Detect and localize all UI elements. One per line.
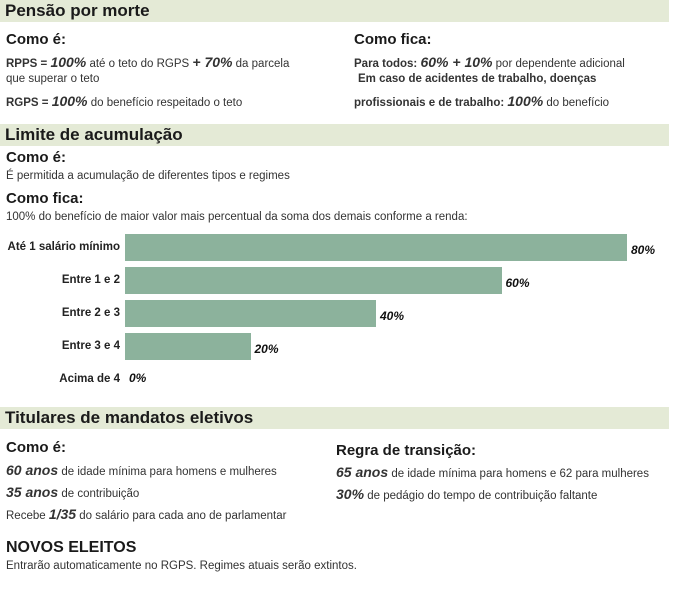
contribuicao-value: 35 anos bbox=[6, 484, 59, 500]
idade-minima-value: 60 anos bbox=[6, 462, 59, 478]
bar-value-label: 60% bbox=[505, 276, 530, 290]
idade-minima-text: de idade mínima para homens e mulheres bbox=[58, 466, 277, 478]
rgps-text: do benefício respeitado o teto bbox=[87, 97, 243, 109]
para-todos-value: 60% + 10% bbox=[420, 54, 493, 70]
bar bbox=[125, 333, 251, 360]
section-title-pensao: Pensão por morte bbox=[5, 1, 150, 20]
contribuicao-text: de contribuição bbox=[58, 488, 140, 500]
bar-value-label: 80% bbox=[631, 243, 656, 257]
novos-eleitos-text: Entrarão automaticamente no RGPS. Regime… bbox=[6, 560, 357, 572]
titulares-como-e-line3: Recebe 1/35 do salário para cada ano de … bbox=[6, 506, 286, 522]
pensao-como-fica-line1: Para todos: 60% + 10% por dependente adi… bbox=[354, 54, 625, 70]
acidentes-text: do benefício bbox=[543, 97, 610, 109]
section-band-pensao: Pensão por morte bbox=[0, 0, 669, 22]
titulares-como-e-line2: 35 anos de contribuição bbox=[6, 484, 139, 500]
pedagio-value: 30% bbox=[336, 486, 365, 502]
pensao-como-e-line3: RGPS = 100% do benefício respeitado o te… bbox=[6, 93, 242, 109]
pensao-como-fica-heading: Como fica: bbox=[354, 31, 432, 48]
salario-text: do salário para cada ano de parlamentar bbox=[76, 510, 287, 522]
limite-como-fica-text: 100% do benefício de maior valor mais pe… bbox=[6, 211, 468, 223]
regra-transicao-line2: 30% de pedágio do tempo de contribuição … bbox=[336, 486, 597, 502]
section-title-titulares: Titulares de mandatos eletivos bbox=[5, 408, 254, 427]
bar-category-label: Entre 2 e 3 bbox=[61, 307, 120, 319]
bar bbox=[125, 267, 502, 294]
regra-transicao-line1: 65 anos de idade mínima para homens e 62… bbox=[336, 464, 649, 480]
regra-transicao-heading: Regra de transição: bbox=[336, 442, 477, 459]
bar-value-label: 0% bbox=[129, 371, 147, 385]
rpps-text-tail: da parcela bbox=[232, 58, 290, 70]
rpps-extra: + 70% bbox=[192, 54, 233, 70]
novos-eleitos-title: NOVOS ELEITOS bbox=[6, 539, 137, 556]
pensao-como-e-line2: que superar o teto bbox=[6, 73, 100, 85]
section-title-limite: Limite de acumulação bbox=[5, 125, 183, 144]
fracao-value: 1/35 bbox=[48, 506, 77, 522]
bar bbox=[125, 234, 627, 261]
bar-category-label: Até 1 salário mínimo bbox=[7, 241, 120, 253]
para-todos-text: por dependente adicional bbox=[492, 58, 625, 70]
bar-category-label: Entre 3 e 4 bbox=[61, 340, 120, 352]
rpps-label: RPPS = bbox=[6, 58, 51, 70]
rgps-value: 100% bbox=[51, 93, 88, 109]
bar-category-label: Entre 1 e 2 bbox=[61, 274, 120, 286]
pensao-como-fica-line2: Em caso de acidentes de trabalho, doença… bbox=[358, 73, 597, 85]
titulares-como-e-line1: 60 anos de idade mínima para homens e mu… bbox=[6, 462, 277, 478]
bar-value-label: 40% bbox=[380, 309, 405, 323]
para-todos-label: Para todos: bbox=[354, 58, 421, 70]
limite-como-e-text: É permitida a acumulação de diferentes t… bbox=[6, 170, 290, 182]
rpps-value: 100% bbox=[50, 54, 87, 70]
pensao-como-e-line1: RPPS = 100% até o teto do RGPS + 70% da … bbox=[6, 54, 289, 70]
limite-como-fica-heading: Como fica: bbox=[6, 190, 84, 207]
titulares-como-e-heading: Como é: bbox=[6, 439, 66, 456]
section-band-limite: Limite de acumulação bbox=[0, 124, 669, 146]
recebe-text: Recebe bbox=[6, 510, 49, 522]
idade-transicao-text: de idade mínima para homens e 62 para mu… bbox=[388, 468, 649, 480]
section-band-titulares: Titulares de mandatos eletivos bbox=[0, 407, 669, 429]
acidentes-label: profissionais e de trabalho: bbox=[354, 97, 508, 109]
pensao-como-fica-line3: profissionais e de trabalho: 100% do ben… bbox=[354, 93, 609, 109]
rgps-label: RGPS = bbox=[6, 97, 52, 109]
idade-transicao-value: 65 anos bbox=[336, 464, 389, 480]
limite-como-e-heading: Como é: bbox=[6, 149, 66, 166]
bar-value-label: 20% bbox=[254, 342, 279, 356]
pedagio-text: de pedágio do tempo de contribuição falt… bbox=[364, 490, 598, 502]
acidentes-value: 100% bbox=[507, 93, 544, 109]
bar bbox=[125, 300, 376, 327]
pensao-como-e-heading: Como é: bbox=[6, 31, 66, 48]
rpps-text: até o teto do RGPS bbox=[86, 58, 193, 70]
bar-category-label: Acima de 4 bbox=[59, 373, 120, 385]
